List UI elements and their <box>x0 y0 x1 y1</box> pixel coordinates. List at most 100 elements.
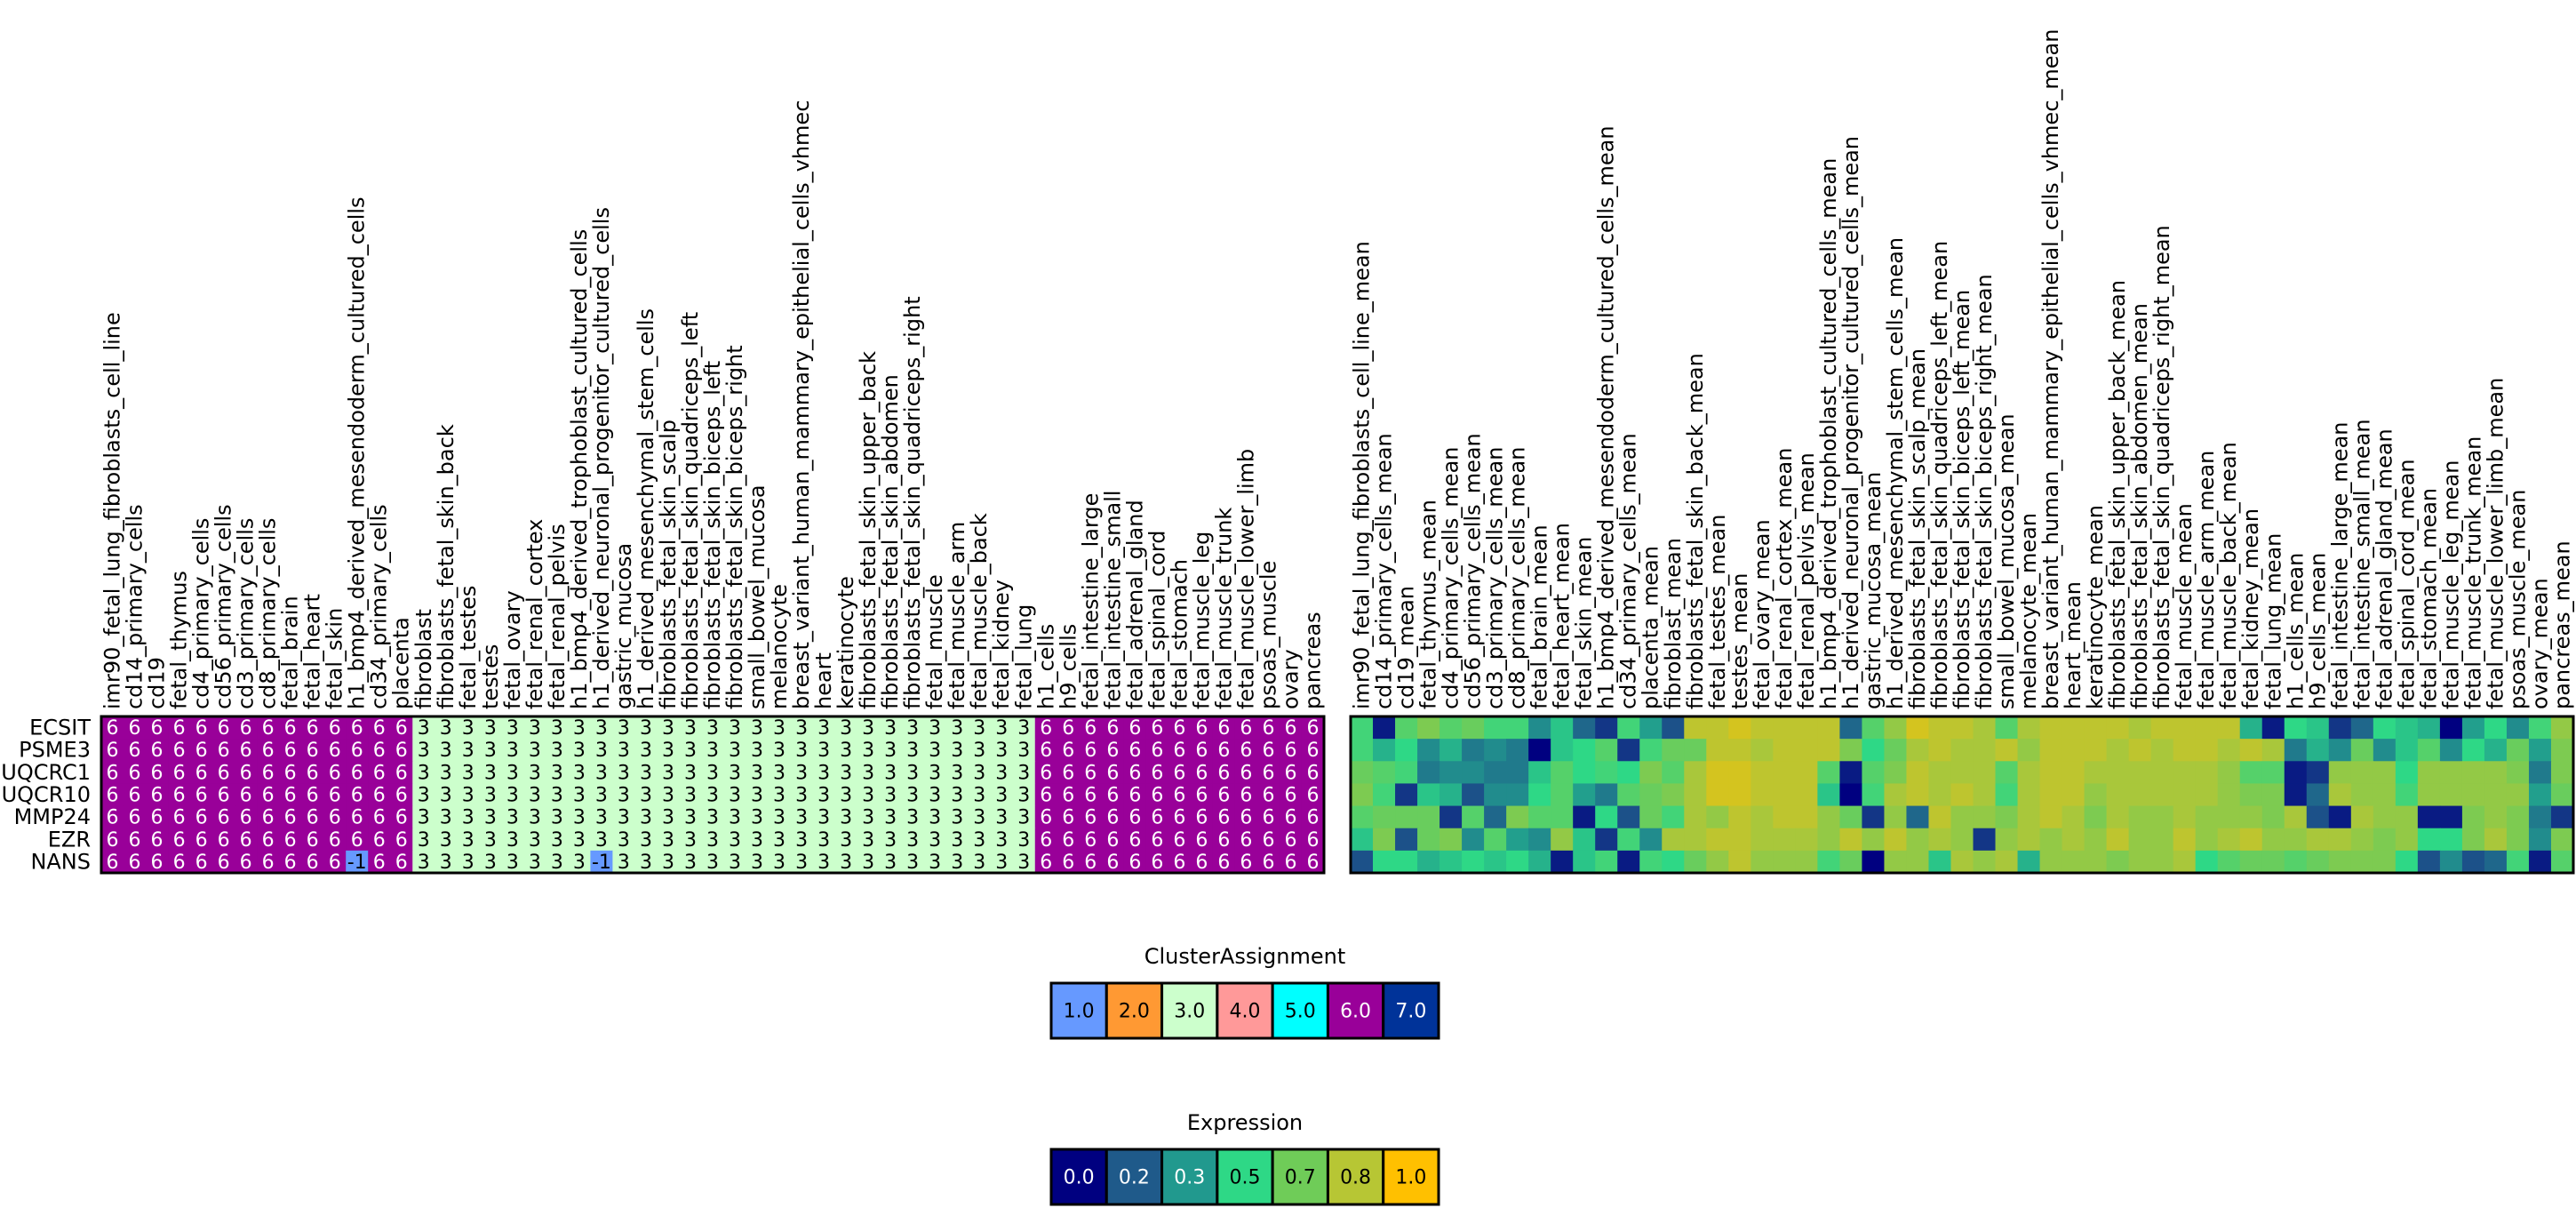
cluster-cell-value: 3 <box>995 785 1008 807</box>
cluster-cell-value: 6 <box>129 785 141 807</box>
expression-cell <box>1662 828 1685 852</box>
expression-cell <box>2239 783 2263 807</box>
expression-cell <box>1639 850 1663 874</box>
cluster-cell-value: 3 <box>484 785 497 807</box>
cluster-cell-value: 6 <box>1217 740 1230 762</box>
expression-cell <box>2373 850 2397 874</box>
expression-cell <box>2217 850 2241 874</box>
column-label-psoas-muscle-mean: psoas_muscle_mean <box>2505 490 2530 709</box>
cluster-cell <box>723 783 747 807</box>
expression-cell <box>2528 828 2552 852</box>
cluster-cell-value: 3 <box>773 740 786 762</box>
expression-cell <box>1617 783 1640 807</box>
expression-cell <box>2106 828 2130 852</box>
column-label-pancreas-mean: pancreas_mean <box>2549 540 2574 709</box>
cluster-cell-value: 6 <box>307 829 319 852</box>
expression-cell <box>2017 761 2041 785</box>
expression-cell <box>1484 739 1507 762</box>
expression-cell <box>1950 805 1974 829</box>
column-label-ovary-mean: ovary_mean <box>2527 578 2552 709</box>
expression-cell <box>1662 716 1685 740</box>
expression-cell <box>2328 716 2352 740</box>
cluster-cell-value: 6 <box>1195 740 1208 762</box>
cluster-cell-value: 6 <box>218 740 230 762</box>
expression-cell <box>2484 761 2508 785</box>
cluster-cell <box>968 739 992 762</box>
cluster-cell-value: 6 <box>240 807 252 829</box>
cluster-cell <box>101 761 124 785</box>
cluster-cell-value: 3 <box>884 807 897 829</box>
cluster-cell <box>301 739 324 762</box>
cluster-cell <box>1034 850 1058 874</box>
expression-cell <box>2395 828 2419 852</box>
cluster-cell-value: 6 <box>240 740 252 762</box>
cluster-cell-value: 3 <box>573 785 586 807</box>
expression-cell <box>1995 828 2019 852</box>
cluster-cell <box>590 761 614 785</box>
cluster-cell-value: 6 <box>284 740 297 762</box>
column-label-fibroblasts-fetal-skin-biceps-right-mean: fibroblasts_fetal_skin_biceps_right_mean <box>1972 274 1997 709</box>
cluster-cell-value: 6 <box>307 762 319 784</box>
cluster-cell-value: 3 <box>795 829 808 852</box>
column-label-fibroblasts-fetal-skin-back: fibroblasts_fetal_skin_back <box>434 424 459 709</box>
cluster-cell <box>368 716 391 740</box>
column-label-fetal-brain-mean: fetal_brain_mean <box>1527 524 1552 709</box>
expression-cell <box>2062 805 2086 829</box>
column-label-cd4-primary-cells: cd4_primary_cells <box>189 518 214 709</box>
expression-cell <box>2062 739 2086 762</box>
expression-cell <box>1440 783 1463 807</box>
expression-cell <box>2173 828 2197 852</box>
cluster-cell <box>1012 716 1036 740</box>
expression-cell <box>2106 716 2130 740</box>
cluster-cell-value: 3 <box>595 740 608 762</box>
cluster-cell-value: 6 <box>351 829 363 852</box>
expression-cell <box>1395 739 1418 762</box>
column-label-h9-cells-mean: h9_cells_mean <box>2305 553 2330 709</box>
cluster-cell <box>1234 828 1258 852</box>
cluster-cell-value: 6 <box>395 852 408 874</box>
cluster-cell <box>657 761 681 785</box>
cluster-cell-value: 3 <box>529 852 541 874</box>
cluster-cell <box>879 850 903 874</box>
cluster-cell-value: 6 <box>1173 740 1185 762</box>
cluster-cell <box>790 761 814 785</box>
cluster-cell-value: 6 <box>1262 829 1274 852</box>
expression-cell <box>2261 805 2285 829</box>
cluster-cell-value: 3 <box>484 762 497 784</box>
cluster-cell <box>1012 805 1036 829</box>
expression-cell <box>2350 805 2374 829</box>
expression-cell <box>1928 805 1952 829</box>
expression-cell <box>2284 716 2308 740</box>
clusterassignment-legend-label: 6.0 <box>1340 1001 1371 1023</box>
column-label-fetal-stomach: fetal_stomach <box>1167 559 1192 709</box>
cluster-cell-value: 3 <box>706 740 719 762</box>
cluster-cell <box>612 716 636 740</box>
cluster-cell-value: 6 <box>1195 762 1208 784</box>
expression-cell <box>1995 716 2019 740</box>
cluster-cell <box>812 761 836 785</box>
expression-cell <box>1706 828 1729 852</box>
column-label-fetal-muscle-arm-mean: fetal_muscle_arm_mean <box>2194 451 2219 709</box>
cluster-cell <box>412 783 435 807</box>
cluster-cell-value: 3 <box>440 829 452 852</box>
cluster-cell-value: 6 <box>151 785 163 807</box>
cluster-cell-value: 3 <box>595 829 608 852</box>
expression-cell <box>2150 761 2174 785</box>
cluster-cell-value: 3 <box>595 785 608 807</box>
column-label-fibroblasts-fetal-skin-quadriceps-right-mean: fibroblasts_fetal_skin_quadriceps_right_… <box>2149 225 2174 709</box>
cluster-cell <box>501 783 524 807</box>
column-label-cd8-primary-cells: cd8_primary_cells <box>256 518 281 709</box>
cluster-cell <box>568 716 591 740</box>
cluster-cell <box>346 716 369 740</box>
column-label-cd56-primary-cells: cd56_primary_cells <box>211 504 236 709</box>
column-label-fibroblasts-fetal-skin-scalp-mean: fibroblasts_fetal_skin_scalp_mean <box>1905 348 1930 709</box>
cluster-cell <box>279 761 302 785</box>
cluster-cell <box>768 805 792 829</box>
cluster-cell <box>723 805 747 829</box>
cluster-cell-value: 3 <box>595 717 608 740</box>
cluster-cell-value: 3 <box>506 740 519 762</box>
expression-cell <box>1706 739 1729 762</box>
cluster-cell <box>834 716 858 740</box>
row-label-mmp24: MMP24 <box>14 804 91 829</box>
cluster-cell-value: 6 <box>1062 807 1074 829</box>
